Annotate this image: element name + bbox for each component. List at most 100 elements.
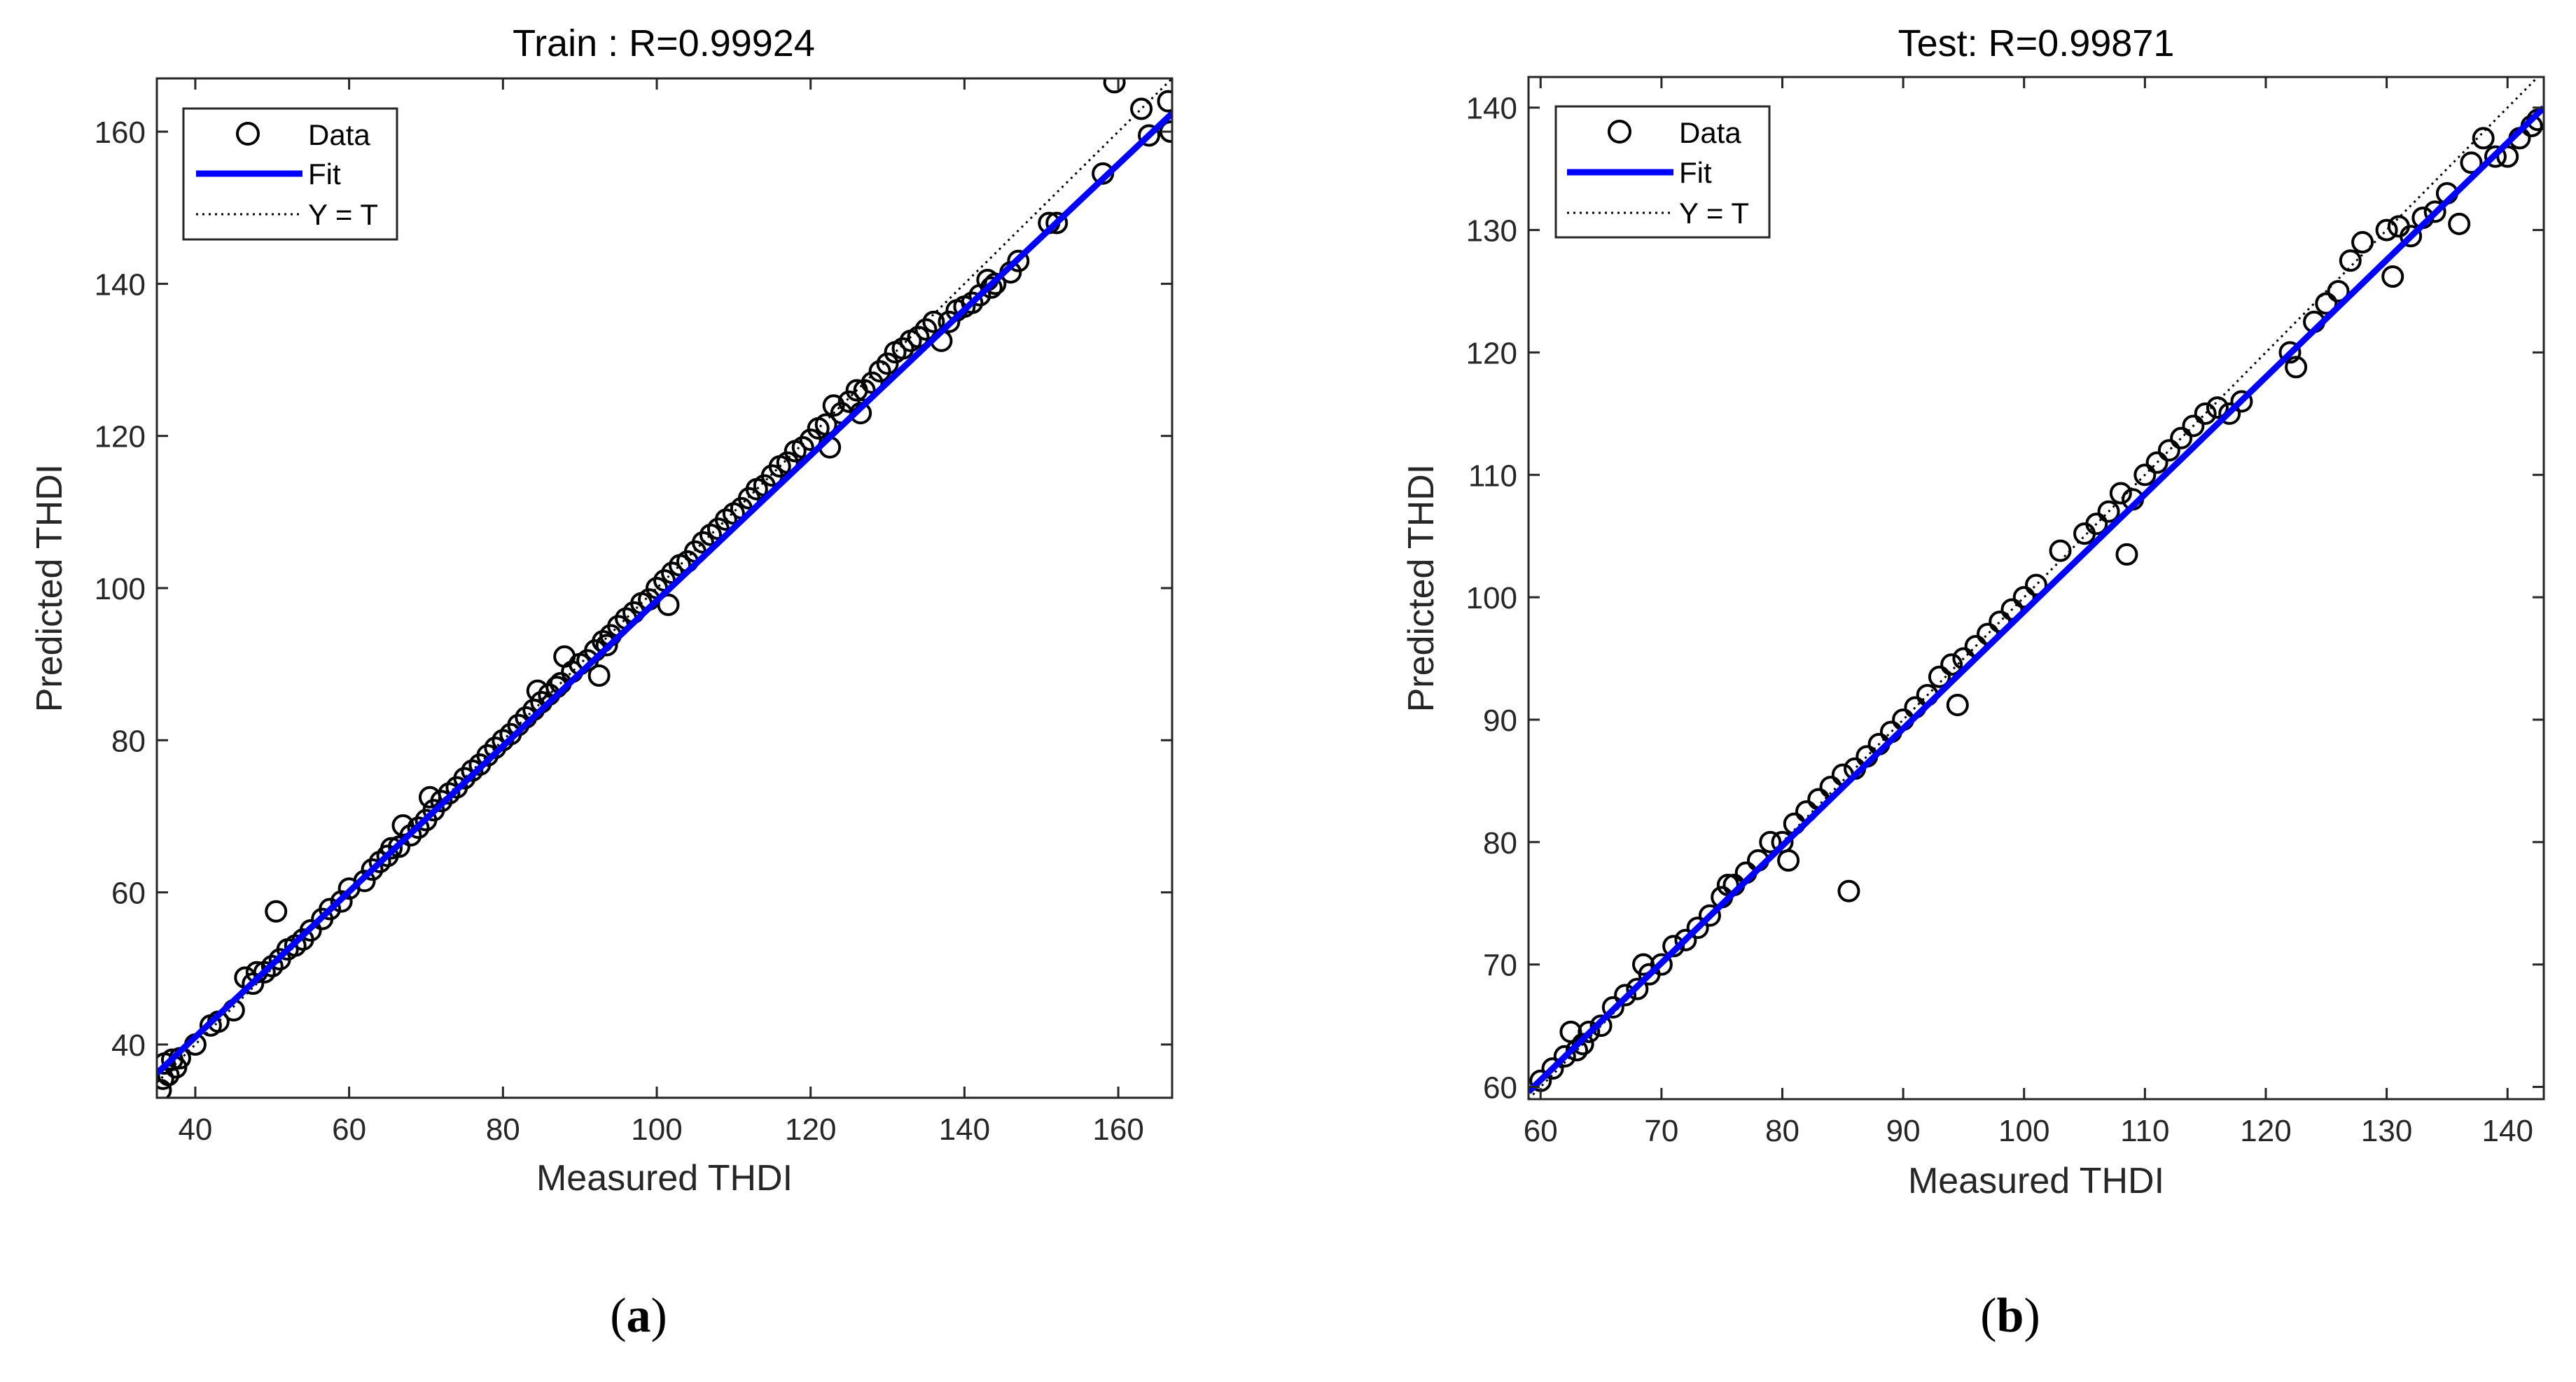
test-data-point — [2460, 151, 2483, 174]
train-x-tick-label: 80 — [486, 1112, 520, 1147]
train-data-point — [1138, 124, 1161, 147]
train-data-point — [984, 272, 1007, 295]
train-data-point — [814, 413, 837, 436]
test-y-tick-label: 120 — [1466, 336, 1517, 370]
train-data-point — [938, 310, 961, 333]
test-data-point — [2115, 543, 2138, 566]
test-data-point — [2218, 402, 2241, 425]
caption-b-letter: b — [1996, 1289, 2024, 1343]
train-x-axis-label: Measured THDI — [536, 1158, 793, 1199]
train-y-tick-label: 60 — [111, 877, 146, 911]
train-data-point — [980, 276, 1003, 299]
test-data-point — [2285, 356, 2308, 379]
test-y-tick-label: 100 — [1466, 581, 1517, 615]
train-data-point — [299, 919, 322, 942]
train-data-point — [861, 371, 884, 394]
test-legend-data-marker — [1608, 120, 1631, 144]
train-data-point — [453, 767, 476, 790]
train-x-tick-label: 40 — [178, 1112, 212, 1147]
test-axes-box — [1527, 76, 2545, 1101]
test-y-tick-label: 70 — [1483, 949, 1517, 983]
train-data-point — [407, 816, 430, 839]
train-y-tick-label: 160 — [95, 116, 146, 150]
test-data-point — [2375, 218, 2398, 242]
test-data-point — [2448, 212, 2471, 235]
train-legend-identity-label: Y = T — [308, 198, 378, 231]
test-x-tick-label: 70 — [1644, 1114, 1678, 1148]
train-legend-data-label: Data — [308, 118, 370, 151]
train-x-tick-label: 100 — [631, 1112, 682, 1147]
test-ticks: 60 70 80 90 100 110 120 130 140 60 70 80 90 100 110 120… — [1466, 77, 2544, 1148]
test-y-tick-label: 60 — [1483, 1071, 1517, 1105]
train-data-point — [868, 360, 891, 383]
train-data-point — [242, 972, 265, 996]
test-data-point — [2157, 439, 2180, 462]
train-data-point — [1103, 78, 1126, 94]
train-data-point — [961, 291, 984, 314]
test-y-tick-label: 130 — [1466, 214, 1517, 249]
caption-a-open: ( — [610, 1289, 627, 1343]
train-data-point — [914, 318, 938, 341]
test-data-point — [2182, 414, 2205, 438]
train-y-tick-label: 100 — [95, 572, 146, 606]
train-data-point — [691, 531, 714, 554]
train-legend-data-marker — [236, 122, 260, 146]
test-x-tick-label: 60 — [1524, 1114, 1558, 1148]
train-panel: Train : R=0.99924 40 60 80 100 120 140 160 40 60… — [29, 22, 1174, 1199]
test-data-point — [1759, 830, 1782, 853]
train-data-point — [776, 451, 799, 474]
test-legend-fit-label: Fit — [1679, 156, 1712, 189]
test-data-point — [2170, 426, 2193, 449]
train-fit-line — [157, 111, 1172, 1076]
test-x-tick-label: 80 — [1765, 1114, 1799, 1148]
test-x-tick-label: 120 — [2240, 1114, 2291, 1148]
train-data-point — [330, 890, 353, 913]
test-y-tick-label: 110 — [1468, 459, 1517, 493]
test-y-axis-label: Predicted THDI — [1401, 464, 1442, 713]
caption-a-close: ) — [650, 1289, 667, 1343]
caption-b-open: ( — [1980, 1289, 1997, 1343]
train-data-point — [265, 900, 288, 923]
test-data-point — [2145, 451, 2168, 474]
test-data-point — [2423, 200, 2446, 223]
test-data-point — [1674, 928, 1697, 951]
train-y-tick-label: 120 — [95, 420, 146, 454]
test-data-point — [1571, 1033, 1594, 1056]
test-data-point — [1837, 879, 1860, 902]
test-data-point — [1614, 984, 1637, 1007]
train-data-point — [319, 898, 342, 921]
test-x-tick-label: 140 — [2482, 1114, 2533, 1148]
train-data-point — [353, 870, 376, 893]
caption-a-letter: a — [626, 1289, 651, 1343]
train-x-tick-label: 120 — [785, 1112, 836, 1147]
caption-a: (a) — [610, 1288, 667, 1344]
test-data-point — [2351, 231, 2374, 254]
train-data-point — [260, 955, 284, 978]
test-data-point — [2097, 500, 2120, 523]
train-data-point — [907, 326, 930, 349]
test-data-point — [1626, 977, 1649, 1000]
train-data-point — [657, 593, 680, 616]
test-x-axis-label: Measured THDI — [1908, 1161, 2164, 1201]
test-data-point — [2327, 279, 2350, 302]
train-ticks: 40 60 80 100 120 140 160 40 60 80 100 120 140 160 — [95, 78, 1172, 1147]
test-data-point — [2133, 463, 2157, 487]
train-plot-area — [157, 78, 1172, 1098]
caption-b: (b) — [1980, 1288, 2040, 1344]
train-x-tick-label: 160 — [1092, 1112, 1143, 1147]
train-data-point — [399, 824, 422, 847]
test-data-point — [2206, 396, 2229, 419]
train-y-tick-label: 140 — [95, 267, 146, 302]
test-data-point — [1698, 904, 1721, 927]
train-data-point — [388, 835, 411, 858]
train-data-point — [837, 390, 861, 413]
test-x-tick-label: 100 — [1998, 1114, 2049, 1148]
train-legend: Data Fit Y = T — [182, 107, 398, 241]
train-y-tick-label: 80 — [111, 724, 146, 758]
test-data-point — [2339, 249, 2362, 272]
test-data-point — [2085, 512, 2108, 536]
test-data-point — [2484, 145, 2507, 168]
test-data-point — [1541, 1057, 1564, 1080]
test-data-point — [2049, 539, 2072, 562]
test-data-point — [2025, 573, 2047, 596]
